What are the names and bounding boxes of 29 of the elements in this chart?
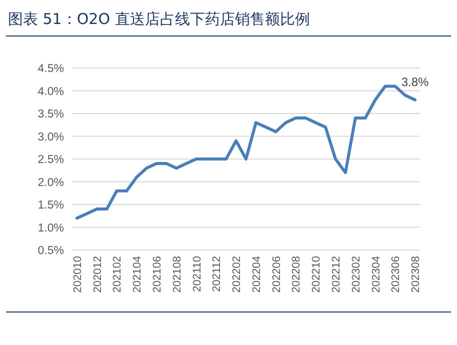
x-tick-label: 202208 — [290, 256, 303, 293]
y-tick-label: 4.0% — [38, 86, 64, 98]
x-tick-label: 202106 — [152, 256, 164, 293]
x-tick-label: 202308 — [410, 256, 422, 293]
y-tick-label: 3.5% — [38, 108, 64, 120]
x-tick-label: 202306 — [390, 256, 402, 293]
x-tick-label: 202302 — [350, 256, 362, 293]
x-tick-label: 202204 — [250, 256, 263, 293]
annotation: 3.8% — [401, 74, 429, 89]
y-tick-label: 1.5% — [38, 200, 64, 212]
y-tick-label: 2.5% — [38, 154, 64, 166]
x-tick-label: 202112 — [211, 256, 224, 292]
y-tick-label: 4.5% — [38, 63, 64, 75]
y-tick-label: 2.0% — [38, 176, 64, 189]
x-tick-label: 202012 — [92, 256, 104, 293]
x-tick-label: 202010 — [72, 256, 84, 293]
x-tick-label: 202304 — [370, 256, 382, 293]
x-tick-label: 202210 — [310, 256, 323, 293]
y-tick-label: 0.5% — [38, 245, 64, 257]
x-tick-label: 202108 — [171, 256, 184, 293]
title: 图表 51：O2O 直送店占线下药店销售额比例 — [8, 10, 310, 28]
x-tick-label: 202202 — [231, 256, 244, 293]
x-tick-label: 202110 — [191, 256, 204, 292]
y-tick-label: 1.0% — [38, 222, 64, 234]
x-tick-label: 202104 — [132, 256, 144, 293]
y-tick-label: 3.0% — [38, 131, 64, 144]
x-tick-label: 202102 — [112, 256, 124, 293]
x-tick-label: 202212 — [330, 256, 342, 293]
x-tick-label: 202206 — [270, 256, 283, 293]
